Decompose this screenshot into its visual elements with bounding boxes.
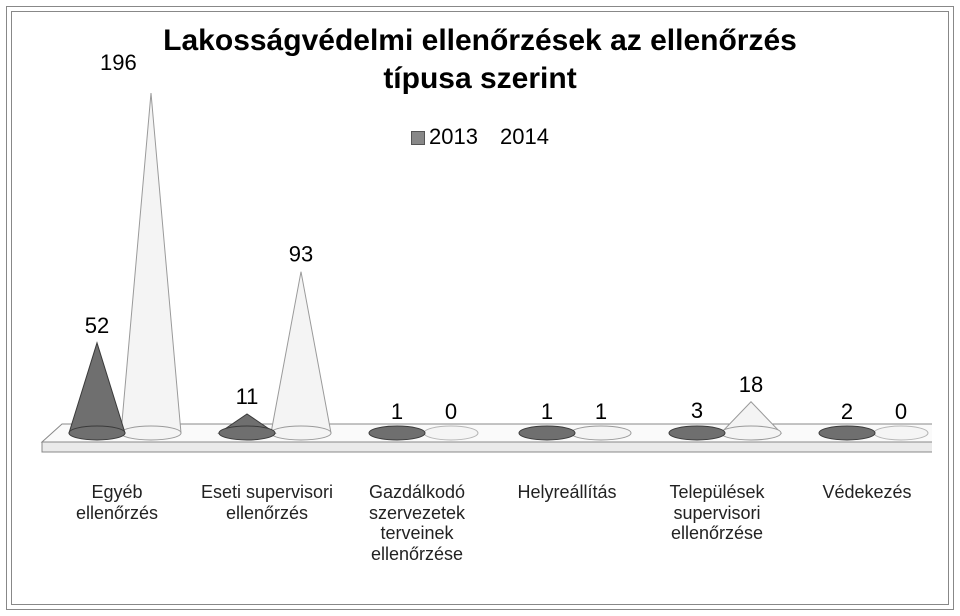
category-label: Helyreállítás [492,482,642,503]
svg-text:1: 1 [391,399,403,424]
category-label: Gazdálkodószervezetekterveinekellenőrzés… [342,482,492,565]
category-label: Egyébellenőrzés [42,482,192,523]
chart-title-line1: Lakosságvédelmi ellenőrzések az ellenőrz… [12,22,948,60]
outer-frame: 196 Lakosságvédelmi ellenőrzések az elle… [6,6,954,610]
category-label: Védekezés [792,482,942,503]
svg-text:0: 0 [445,399,457,424]
svg-text:18: 18 [739,372,763,397]
svg-text:93: 93 [289,242,313,267]
svg-text:1: 1 [541,399,553,424]
plot-area: 529311011118302 [32,72,932,462]
svg-text:1: 1 [595,399,607,424]
svg-text:11: 11 [236,384,259,409]
svg-text:2: 2 [841,399,853,424]
category-label: Eseti supervisoriellenőrzés [192,482,342,523]
inner-frame: 196 Lakosságvédelmi ellenőrzések az elle… [11,11,949,605]
svg-text:3: 3 [691,398,703,423]
svg-text:0: 0 [895,399,907,424]
category-label: Településeksupervisoriellenőrzése [642,482,792,544]
svg-text:52: 52 [85,313,109,338]
